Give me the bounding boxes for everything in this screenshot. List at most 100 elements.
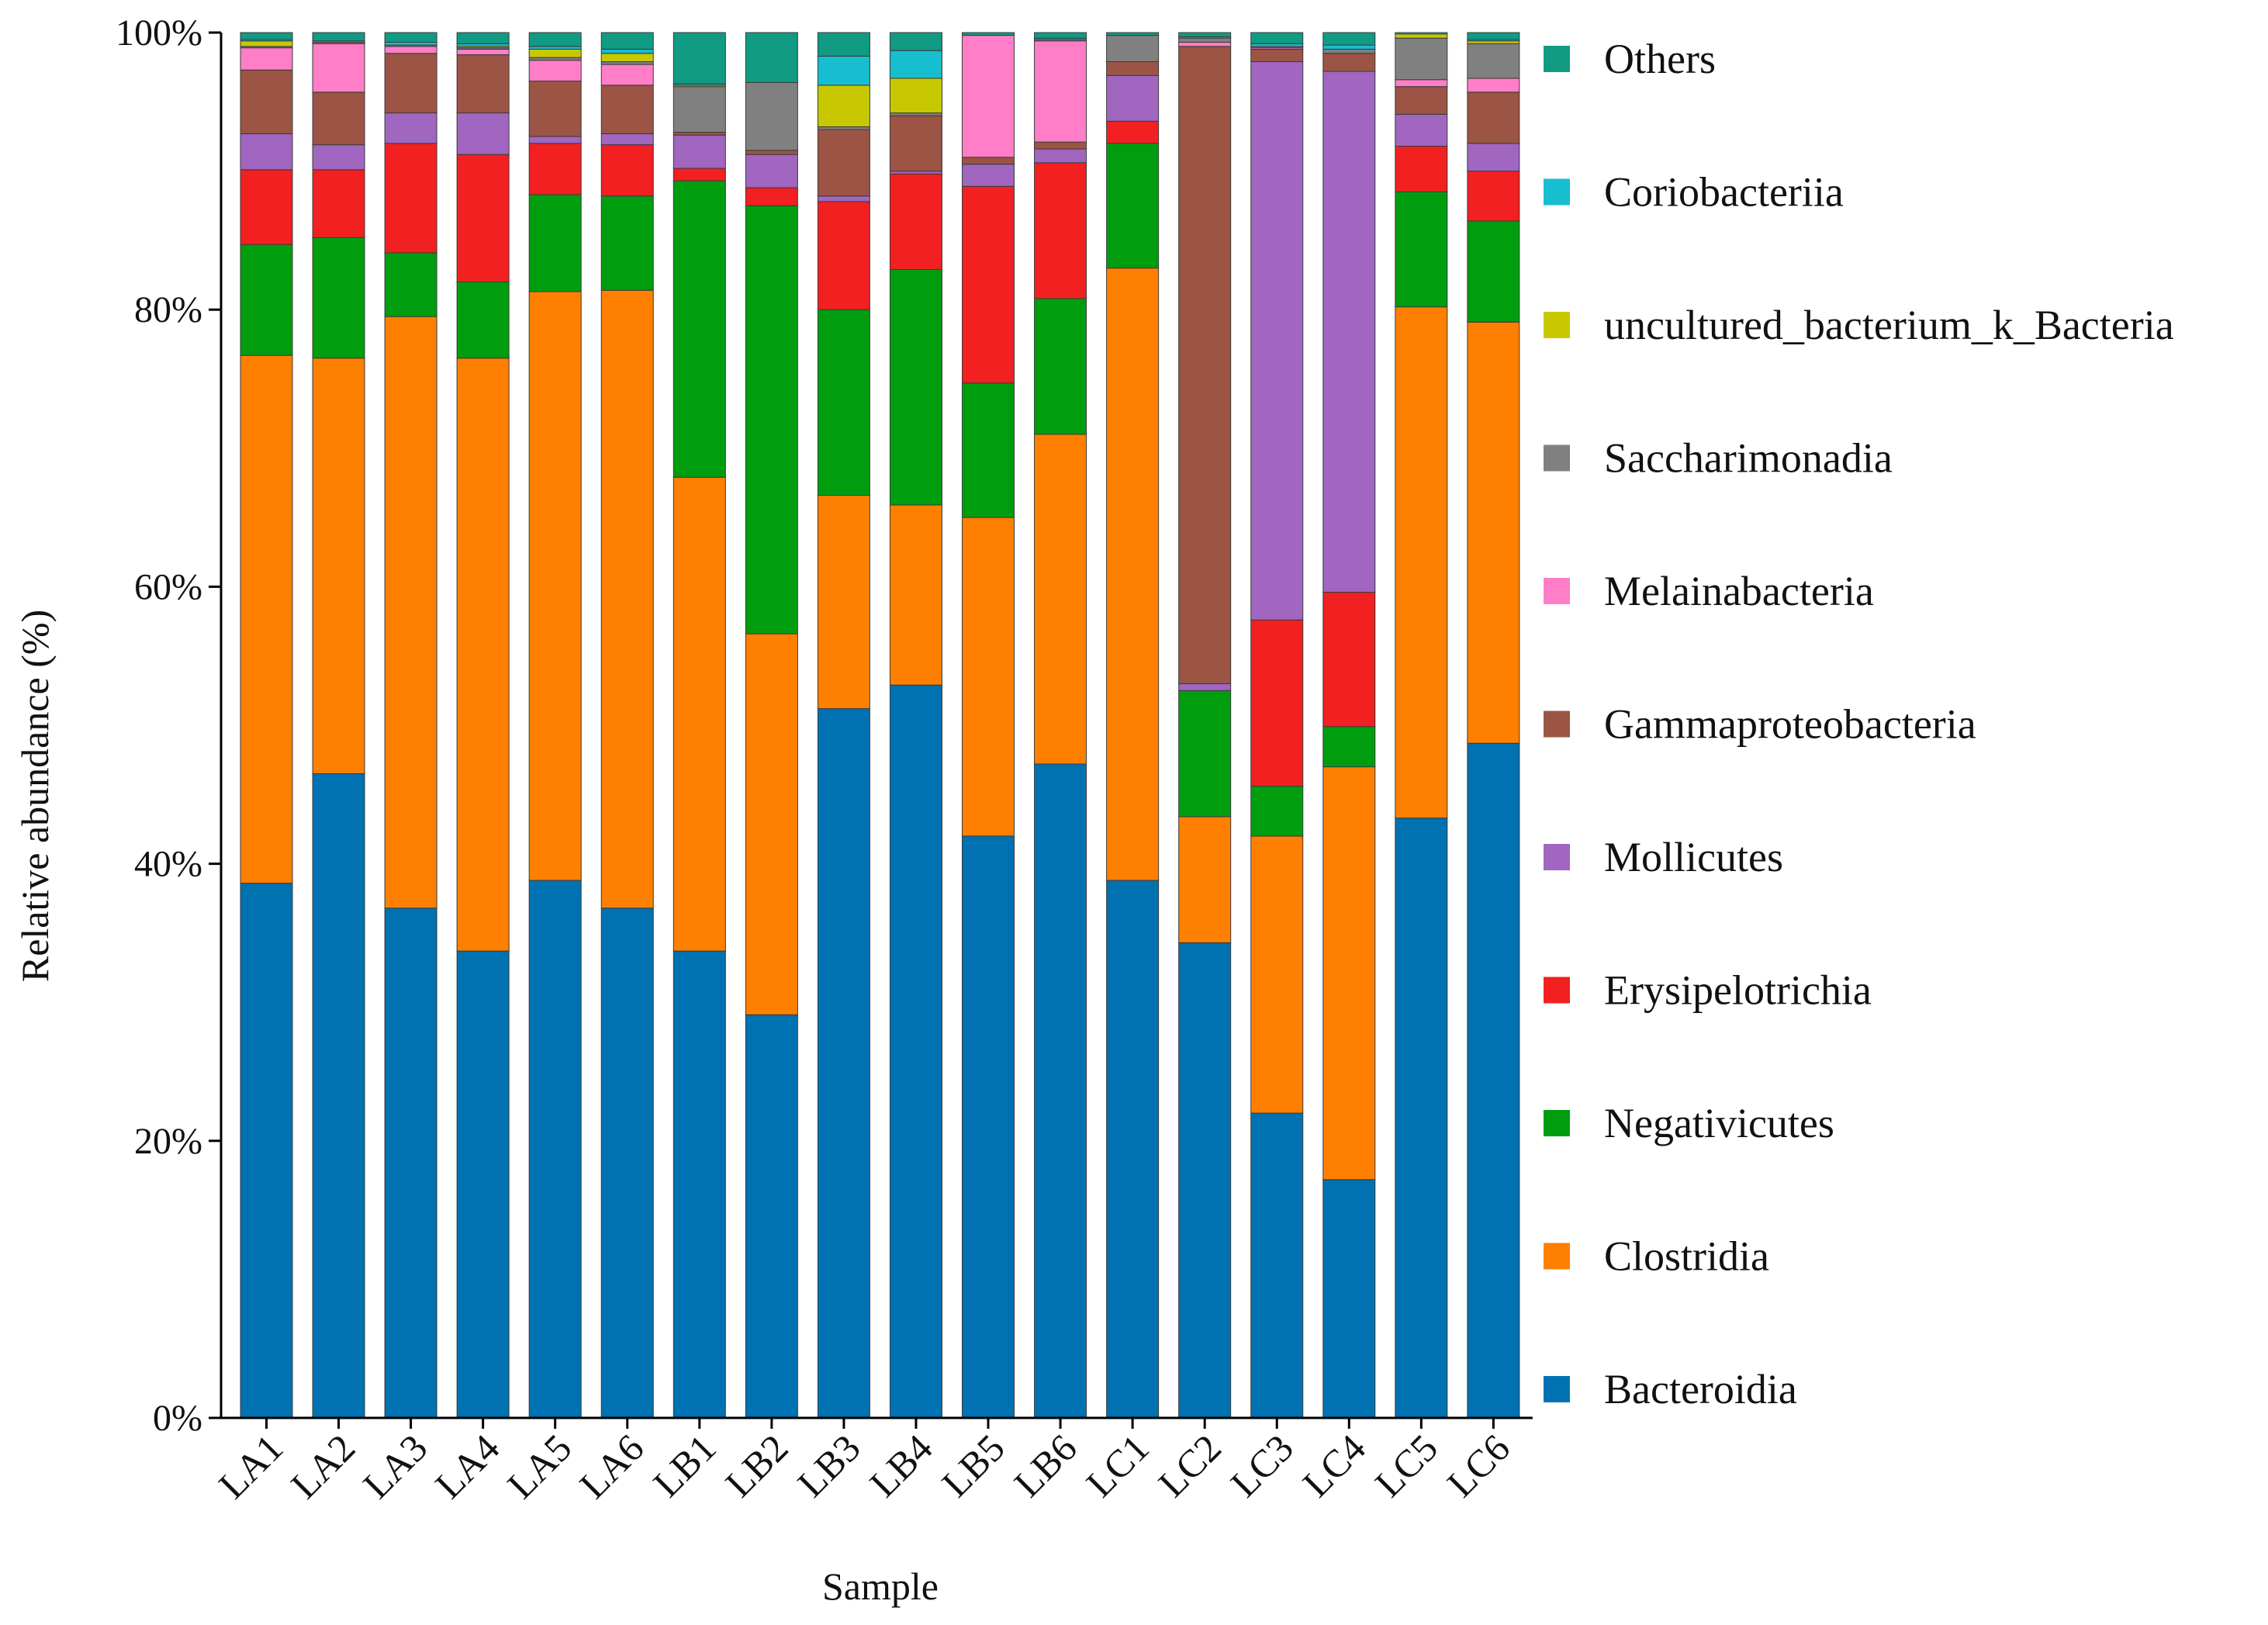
legend-item: Melainabacteria [1544, 568, 1874, 614]
gammaproteobacteria-segment [600, 85, 654, 134]
bar-stack-lc1 [1106, 32, 1160, 1419]
others-segment [240, 32, 293, 40]
coriobacteriia-segment [1322, 44, 1376, 50]
gammaproteobacteria-segment [962, 157, 1015, 165]
bacteroidia-segment [528, 880, 582, 1419]
coriobacteriia-segment [384, 42, 437, 46]
legend-label: Saccharimonadia [1604, 435, 1893, 482]
y-axis-title: Relative abundance (%) [13, 610, 57, 982]
coriobacteriia-segment [817, 55, 870, 86]
legend-item: Negativicutes [1544, 1100, 1834, 1146]
legend-label: Melainabacteria [1604, 568, 1874, 614]
mollicutes-segment [1467, 143, 1520, 172]
bar-stack-lc4 [1322, 32, 1376, 1419]
bar-stack-lc3 [1250, 32, 1304, 1419]
saccharimonadia-segment [817, 126, 870, 130]
clostridia-segment [817, 495, 870, 710]
clostridia-segment [1250, 835, 1304, 1114]
bar-stack-la1 [240, 32, 293, 1419]
others-segment [456, 32, 510, 44]
coriobacteriia-segment [600, 48, 654, 54]
legend-item: Bacteroidia [1544, 1366, 1797, 1412]
y-tick-label: 60% [134, 566, 202, 607]
melainabacteria-segment [456, 48, 510, 56]
y-tick-label: 100% [116, 12, 202, 54]
x-tick-label: LA2 [282, 1426, 363, 1506]
x-tick-label: LC3 [1222, 1426, 1302, 1505]
mollicutes-segment [1106, 74, 1160, 122]
legend-item: Gammaproteobacteria [1544, 701, 1976, 748]
clostridia-segment [1395, 306, 1448, 819]
clostridia-segment [889, 504, 942, 686]
legend: Others Coriobacteriia uncultured_bacterium… [1544, 36, 2174, 1412]
melainabacteria-segment [600, 64, 654, 86]
gammaproteobacteria-segment [528, 81, 582, 137]
mollicutes-segment [384, 112, 437, 144]
melainabacteria-segment [240, 47, 293, 71]
saccharimonadia-segment [600, 61, 654, 65]
legend-label: Gammaproteobacteria [1604, 701, 1976, 748]
bacteroidia-segment [240, 883, 293, 1419]
erysipelotrichia-segment [889, 173, 942, 270]
mollicutes-segment [1034, 148, 1087, 164]
erysipelotrichia-segment [456, 154, 510, 282]
bar-stack-la6 [600, 32, 654, 1419]
legend-label: Clostridia [1604, 1233, 1769, 1280]
legend-label: uncultured_bacterium_k_Bacteria [1604, 302, 2174, 348]
gammaproteobacteria-segment [889, 115, 942, 172]
clostridia-segment [240, 354, 293, 884]
bar-stack-la3 [384, 32, 437, 1419]
others-segment [384, 32, 437, 43]
legend-swatch [1544, 977, 1570, 1004]
gammaproteobacteria-segment [1467, 92, 1520, 144]
y-axis: 0% 20% 40% 60% 80% 100% [116, 12, 223, 1439]
clostridia-segment [312, 358, 365, 775]
negativicutes-segment [312, 237, 365, 359]
gammaproteobacteria-segment [312, 92, 365, 146]
gammaproteobacteria-segment [817, 129, 870, 197]
bacteroidia-segment [1106, 880, 1160, 1419]
others-segment [817, 32, 870, 57]
negativicutes-segment [817, 309, 870, 496]
negativicutes-segment [240, 244, 293, 356]
clostridia-segment [672, 476, 726, 952]
melainabacteria-segment [528, 60, 582, 82]
melainabacteria-segment [1178, 42, 1232, 47]
erysipelotrichia-segment [1250, 619, 1304, 787]
legend-item: Coriobacteriia [1544, 169, 1844, 216]
clostridia-segment [1106, 268, 1160, 881]
saccharimonadia-segment [528, 57, 582, 61]
x-tick-label: LB1 [645, 1426, 724, 1505]
erysipelotrichia-segment [1467, 171, 1520, 222]
coriobacteriia-segment [528, 46, 582, 50]
bacteroidia-segment [1178, 942, 1232, 1419]
gammaproteobacteria-segment [1106, 61, 1160, 76]
negativicutes-segment [528, 194, 582, 292]
bar-stack-lb4 [889, 32, 942, 1419]
uncultured-bacterium-k-bacteria-segment [1467, 40, 1520, 44]
uncultured-bacterium-k-bacteria-segment [528, 48, 582, 58]
gammaproteobacteria-segment [240, 69, 293, 134]
x-tick-label: LB6 [1005, 1426, 1084, 1505]
others-segment [672, 32, 726, 85]
x-tick-label: LC4 [1295, 1426, 1374, 1505]
negativicutes-segment [1250, 786, 1304, 837]
saccharimonadia-segment [745, 81, 798, 151]
melainabacteria-segment [384, 46, 437, 54]
clostridia-segment [1178, 816, 1232, 943]
y-tick-label: 80% [134, 289, 202, 330]
others-segment [600, 32, 654, 50]
erysipelotrichia-segment [672, 168, 726, 182]
erysipelotrichia-segment [1395, 145, 1448, 192]
others-segment [889, 32, 942, 51]
bacteroidia-segment [1322, 1179, 1376, 1419]
bars-layer [240, 32, 1520, 1419]
legend-label: Others [1604, 36, 1716, 82]
y-tick-label: 20% [134, 1121, 202, 1162]
erysipelotrichia-segment [312, 169, 365, 238]
others-segment [1034, 32, 1087, 39]
bar-stack-lb1 [672, 32, 726, 1419]
legend-swatch [1544, 1110, 1570, 1136]
mollicutes-segment [1250, 61, 1304, 621]
